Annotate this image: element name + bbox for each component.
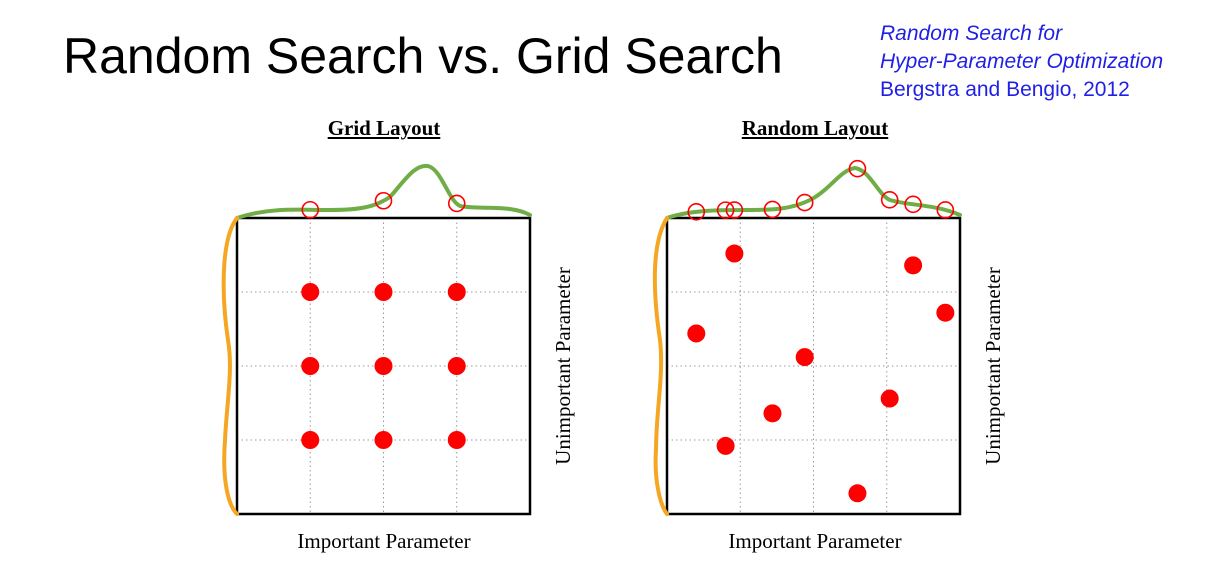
random-sample-point <box>848 484 867 503</box>
random-layout-title: Random Layout <box>741 116 889 140</box>
random-projection-marker <box>936 201 955 219</box>
grid-sample-point <box>301 357 320 375</box>
grid-projection-marker <box>301 200 320 219</box>
grid-sample-point <box>447 283 466 301</box>
random-projection-marker <box>716 201 735 219</box>
random-sample-point <box>795 348 814 367</box>
random-plot-frame <box>665 216 962 516</box>
random-sample-point <box>687 324 706 343</box>
reference-title-line2: Hyper-Parameter Optimization <box>880 50 1164 73</box>
grid-x-axis-label: Important Parameter <box>297 529 471 553</box>
grid-sample-point <box>374 283 393 301</box>
reference-citation: Random Search for Hyper-Parameter Optimi… <box>880 20 1163 104</box>
random-projection-marker <box>904 195 922 214</box>
random-projection-marker <box>880 191 899 209</box>
slide-title: Random Search vs. Grid Search <box>63 28 783 84</box>
random-important-marginal-curve <box>665 165 962 220</box>
reference-title-line1: Random Search for <box>880 22 1063 45</box>
reference-authors: Bergstra and Bengio, 2012 <box>880 78 1130 101</box>
grid-plot-frame <box>235 216 532 516</box>
random-projection-marker <box>763 200 782 219</box>
random-sample-point <box>716 436 735 455</box>
grid-sample-point <box>374 357 393 375</box>
grid-important-marginal-curve <box>235 163 532 220</box>
grid-sample-point <box>447 431 466 449</box>
grid-projection-marker <box>374 191 393 210</box>
grid-sample-point <box>374 431 393 449</box>
grid-sample-point <box>301 283 320 301</box>
random-unimportant-marginal-curve <box>652 216 669 516</box>
grid-layout-title: Grid Layout <box>327 116 441 140</box>
random-sample-point <box>763 404 782 423</box>
random-sample-point <box>725 244 744 263</box>
grid-unimportant-marginal-curve <box>221 216 239 516</box>
grid-projection-marker <box>447 194 466 213</box>
random-projection-marker <box>795 193 814 212</box>
random-sample-point <box>880 389 899 408</box>
random-sample-point <box>904 256 923 275</box>
grid-sample-point <box>301 431 320 449</box>
random-projection-marker <box>687 203 706 221</box>
random-sample-point <box>936 303 955 322</box>
grid-sample-point <box>447 357 466 375</box>
random-projection-marker <box>848 159 867 178</box>
random-projection-marker <box>725 201 744 219</box>
random-x-axis-label: Important Parameter <box>728 529 902 553</box>
